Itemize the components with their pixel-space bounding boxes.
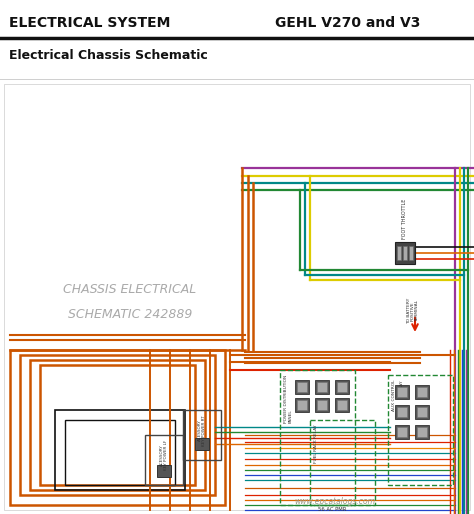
Bar — [295, 380, 309, 394]
Bar — [417, 427, 427, 437]
Text: Electrical Chassis Schematic: Electrical Chassis Schematic — [9, 49, 208, 62]
Bar — [195, 438, 209, 450]
Text: 56 AC PMR: 56 AC PMR — [318, 507, 346, 512]
Text: www.epcatalogs.com: www.epcatalogs.com — [294, 497, 375, 506]
Text: AUX CONTROL: AUX CONTROL — [392, 380, 396, 411]
Bar — [397, 407, 407, 417]
Bar — [297, 400, 307, 410]
Text: ELECTRICAL SYSTEM: ELECTRICAL SYSTEM — [9, 16, 171, 30]
Bar — [415, 405, 429, 419]
Bar — [310, 420, 375, 505]
Bar — [403, 246, 407, 260]
Bar — [65, 420, 175, 485]
Bar — [317, 400, 327, 410]
Bar — [415, 385, 429, 399]
Bar — [337, 382, 347, 392]
Bar — [30, 360, 205, 490]
Text: ACESSORY
KEY POWER RT: ACESSORY KEY POWER RT — [198, 415, 206, 446]
Bar — [395, 242, 415, 264]
Bar — [20, 355, 215, 495]
Text: GEHL V270 and V3: GEHL V270 and V3 — [275, 16, 420, 30]
Bar — [145, 435, 183, 485]
Bar — [417, 407, 427, 417]
Text: SCHEMATIC 242889: SCHEMATIC 242889 — [68, 308, 192, 321]
Text: ACESSORY
KEY POWER LF: ACESSORY KEY POWER LF — [160, 440, 168, 470]
Bar — [415, 425, 429, 439]
Text: FOOT THROTTLE: FOOT THROTTLE — [402, 198, 408, 239]
Bar — [317, 382, 327, 392]
Bar — [409, 246, 413, 260]
Bar — [397, 246, 401, 260]
Text: FUEL RACK RELAY: FUEL RACK RELAY — [314, 425, 318, 464]
Bar — [395, 385, 409, 399]
Bar — [315, 398, 329, 412]
Bar — [295, 398, 309, 412]
Bar — [183, 410, 221, 460]
Bar — [337, 400, 347, 410]
Bar — [40, 365, 195, 485]
Text: POWER DISTRIBUTION
PANEL: POWER DISTRIBUTION PANEL — [284, 375, 292, 423]
Bar — [395, 405, 409, 419]
Bar — [397, 427, 407, 437]
Bar — [335, 380, 349, 394]
Bar — [10, 350, 225, 505]
Bar — [395, 425, 409, 439]
Bar — [55, 410, 185, 490]
Bar — [157, 465, 171, 477]
Bar — [280, 370, 355, 505]
Bar — [397, 387, 407, 397]
Bar — [388, 375, 453, 485]
Bar — [335, 398, 349, 412]
Text: RELAY: RELAY — [400, 380, 404, 393]
Bar — [417, 387, 427, 397]
Text: TO BATTERY
POSITIVE
TERMINAL: TO BATTERY POSITIVE TERMINAL — [407, 298, 419, 324]
Bar — [315, 380, 329, 394]
Bar — [297, 382, 307, 392]
Text: CHASSIS ELECTRICAL: CHASSIS ELECTRICAL — [64, 283, 197, 297]
